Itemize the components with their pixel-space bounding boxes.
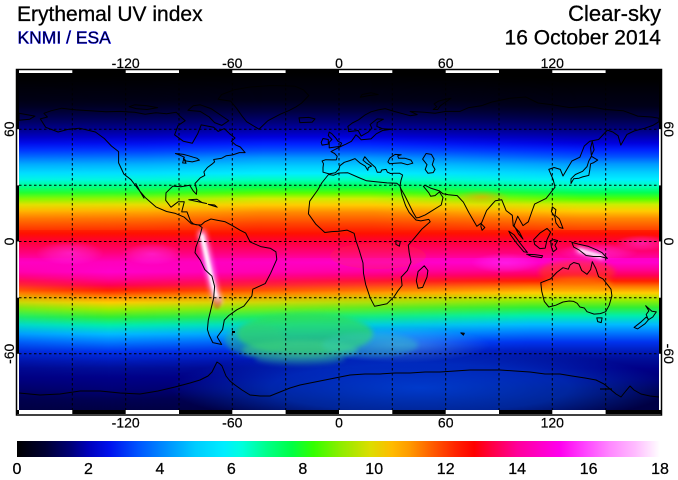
svg-text:0: 0 <box>1 237 17 245</box>
svg-text:120: 120 <box>541 55 565 71</box>
svg-text:-60: -60 <box>661 344 677 364</box>
svg-text:6: 6 <box>227 461 236 478</box>
svg-text:60: 60 <box>438 415 454 431</box>
svg-text:4: 4 <box>155 461 164 478</box>
svg-text:-120: -120 <box>112 415 140 431</box>
svg-text:16: 16 <box>580 461 598 478</box>
svg-text:16 October 2014: 16 October 2014 <box>505 27 662 50</box>
svg-text:0: 0 <box>335 415 343 431</box>
svg-text:-120: -120 <box>112 55 140 71</box>
svg-text:0: 0 <box>13 461 22 478</box>
svg-text:12: 12 <box>437 461 455 478</box>
svg-text:10: 10 <box>365 461 383 478</box>
svg-text:60: 60 <box>661 121 677 137</box>
svg-text:60: 60 <box>1 121 17 137</box>
svg-text:-60: -60 <box>1 343 17 363</box>
svg-text:14: 14 <box>508 461 526 478</box>
svg-text:60: 60 <box>438 55 454 71</box>
svg-text:120: 120 <box>541 415 565 431</box>
svg-text:-60: -60 <box>222 415 242 431</box>
svg-text:0: 0 <box>661 238 677 246</box>
svg-text:0: 0 <box>335 55 343 71</box>
svg-text:2: 2 <box>84 461 93 478</box>
svg-text:Clear-sky: Clear-sky <box>568 1 661 26</box>
svg-text:Erythemal UV index: Erythemal UV index <box>17 3 203 26</box>
svg-text:8: 8 <box>298 461 307 478</box>
svg-text:-60: -60 <box>222 55 242 71</box>
svg-text:KNMI / ESA: KNMI / ESA <box>18 28 112 48</box>
svg-text:18: 18 <box>651 461 669 478</box>
